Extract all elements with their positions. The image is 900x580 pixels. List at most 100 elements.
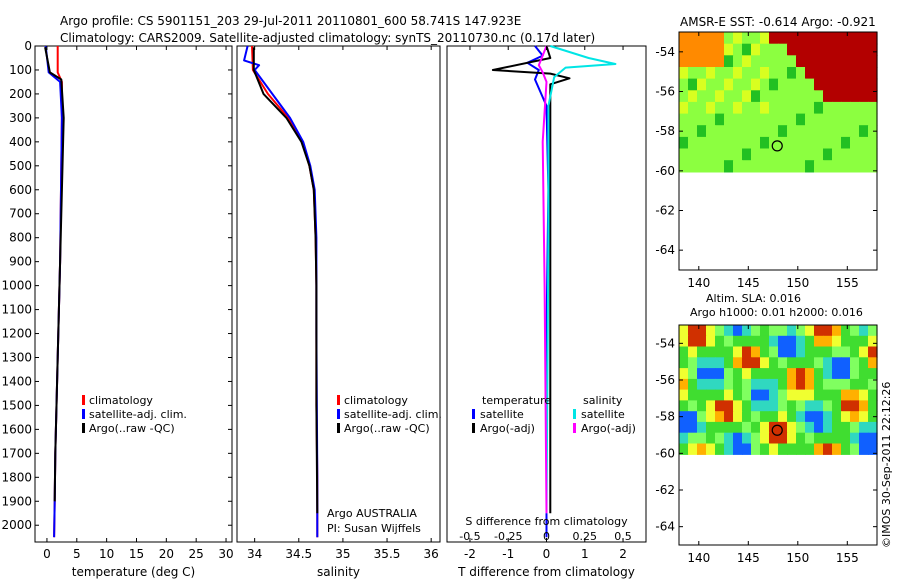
map-cell: [769, 443, 779, 455]
map-cell: [706, 389, 716, 401]
map-y-tick-label: -58: [655, 124, 675, 138]
map-cell: [850, 335, 860, 348]
map-cell: [688, 148, 698, 161]
x-tick-label: 15: [129, 547, 144, 561]
map-cell: [805, 357, 815, 369]
map-cell: [697, 432, 707, 445]
map-cell: [823, 148, 833, 161]
map-cell: [733, 389, 743, 401]
map-cell: [868, 78, 878, 91]
map-cell: [787, 78, 797, 91]
y-tick-label: 800: [9, 231, 32, 245]
map-cell: [760, 43, 770, 56]
map-cell: [742, 368, 752, 380]
s-tick-label: 0.25: [573, 530, 598, 543]
map-cell: [688, 443, 698, 455]
map-cell: [823, 400, 833, 412]
map-cell: [679, 368, 689, 380]
map-cell: [841, 160, 851, 173]
map-cell: [832, 90, 842, 103]
map-cell: [778, 335, 788, 348]
map-y-tick-label: -62: [655, 483, 675, 497]
map-cell: [679, 346, 689, 358]
map-cell: [760, 432, 770, 445]
map-cell: [769, 160, 779, 173]
map-cell: [679, 335, 689, 348]
map-cell: [832, 346, 842, 358]
map-cell: [769, 113, 779, 126]
map-cell: [715, 113, 725, 126]
legend-swatch: [472, 409, 475, 419]
map-cell: [751, 148, 761, 161]
map-cell: [751, 90, 761, 103]
map-cell: [715, 389, 725, 401]
map-cell: [733, 90, 743, 103]
map-cell: [823, 113, 833, 126]
map-cell: [679, 148, 689, 161]
series-line-2: [44, 47, 65, 502]
map-cell: [760, 113, 770, 126]
map-cell: [796, 346, 806, 358]
map-cell: [868, 378, 878, 391]
y-tick-label: 1600: [1, 422, 32, 436]
map-frame: [678, 324, 878, 546]
y-tick-label: 1900: [1, 494, 32, 508]
map-cell: [841, 32, 851, 45]
map-cell: [769, 32, 779, 45]
map-cell: [679, 136, 689, 150]
map-cell: [868, 113, 878, 126]
map-cell: [751, 43, 761, 56]
map-cell: [724, 160, 734, 173]
map-cell: [706, 411, 716, 423]
map-x-tick-label: 140: [687, 276, 710, 290]
map-cell: [823, 443, 833, 455]
map-cell: [706, 160, 716, 173]
map-cell: [796, 136, 806, 150]
map-cell: [850, 368, 860, 380]
map-cell: [760, 32, 770, 45]
map-cell: [715, 32, 725, 45]
map-cell: [679, 357, 689, 369]
map-cell: [697, 346, 707, 358]
map-cell: [814, 136, 824, 150]
map-cell: [868, 432, 878, 445]
map-cell: [742, 55, 752, 68]
map-cell: [814, 378, 824, 391]
map-cell: [742, 148, 752, 161]
map-cell: [814, 411, 824, 423]
map-cell: [814, 125, 824, 138]
map-cell: [823, 136, 833, 150]
map-cell: [724, 421, 734, 434]
map-cell: [868, 160, 878, 173]
map-cell: [724, 368, 734, 380]
legend-swatch: [82, 409, 85, 419]
map-cell: [733, 136, 743, 150]
map-cell: [688, 32, 698, 45]
map-cell: [688, 335, 698, 348]
map-cell: [697, 32, 707, 45]
map-cell: [832, 113, 842, 126]
map-cell: [760, 357, 770, 369]
header-line1: Argo profile: CS 5901151_203 29-Jul-2011…: [60, 14, 521, 28]
map-cell: [859, 357, 869, 369]
map-cell: [706, 43, 716, 56]
map-cell: [796, 101, 806, 115]
map-cell: [859, 378, 869, 391]
map-cell: [697, 148, 707, 161]
map-cell: [778, 443, 788, 455]
map-cell: [742, 346, 752, 358]
map-cell: [841, 421, 851, 434]
map-cell: [733, 432, 743, 445]
map-cell: [796, 335, 806, 348]
map-cell: [751, 78, 761, 91]
map-cell: [760, 443, 770, 455]
map-cell: [724, 335, 734, 348]
map-cell: [787, 368, 797, 380]
map-cell: [715, 101, 725, 115]
map-cell: [850, 101, 860, 115]
map-cell: [823, 421, 833, 434]
map-cell: [751, 346, 761, 358]
map-cell: [787, 411, 797, 423]
map-cell: [832, 325, 842, 337]
